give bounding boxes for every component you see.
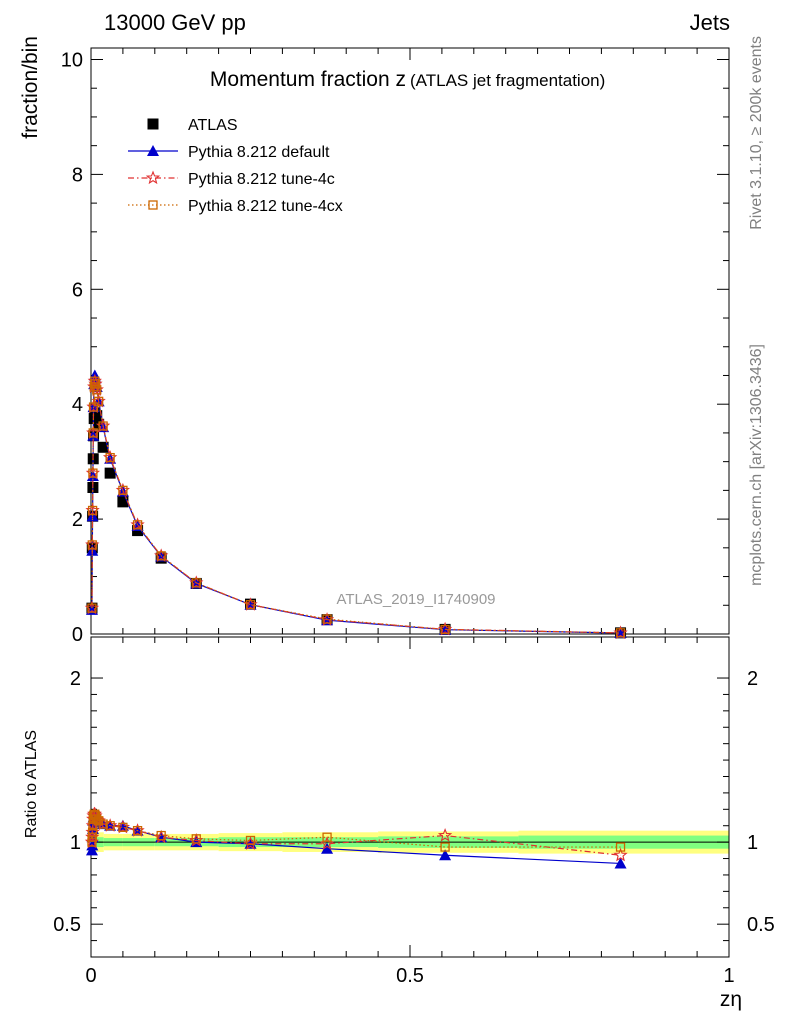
main-pythia-8-212-tune-4cx-point — [89, 382, 99, 392]
y-tick-label: 0 — [72, 624, 83, 646]
ratio-pythia-8-212-tune-4cx-point — [98, 819, 108, 829]
rivet-label: Rivet 3.1.10, ≥ 200k events — [748, 36, 765, 230]
main-pythia-8-212-tune-4cx-point — [118, 485, 128, 496]
ratio-pythia-8-212-tune-4cx-point — [87, 827, 98, 837]
ratio-pythia-8-212-tune-4cx-point — [92, 814, 102, 824]
ratio-y-axis-label: Ratio to ATLAS — [23, 730, 40, 838]
main-pythia-8-212-tune-4cx-line — [91, 381, 621, 634]
main-pythia-8-212-tune-4cx-point — [87, 505, 98, 516]
ratio-pythia-8-212-tune-4cx-point — [322, 832, 332, 842]
y-tick-label: 2 — [72, 509, 83, 531]
x-tick-label: 1 — [723, 965, 734, 987]
header-right: Jets — [690, 10, 730, 35]
ratio-pythia-8-212-tune-4cx — [87, 809, 626, 852]
main-atlas-point — [104, 467, 116, 479]
main-atlas-point — [97, 441, 109, 453]
legend-marker — [145, 170, 161, 185]
ratio-pythia-8-212-default-point — [321, 842, 334, 854]
ratio-frame — [90, 636, 730, 958]
legend-label: ATLAS — [188, 117, 238, 134]
y-tick-label: 6 — [72, 279, 83, 301]
y-axis-label: fraction/bin — [19, 36, 42, 139]
legend: ATLAS Pythia 8.212 default Pythia 8.212 tu… — [128, 117, 343, 215]
main-pythia-8-212-tune-4cx-point — [98, 421, 108, 431]
header-left: 13000 GeV pp — [104, 10, 246, 35]
chart-title: Momentum fraction z — [210, 68, 406, 91]
main-pythia-8-212-tune-4cx-point — [105, 452, 115, 463]
main-pythia-8-212-tune-4cx-point — [322, 614, 332, 624]
main-pythia-8-212-tune-4cx-point — [90, 379, 101, 389]
ratio-pythia-8-212-tune-4cx-point — [156, 830, 166, 841]
ratio-y-tick-label-right: 1 — [747, 832, 758, 854]
ratio-pythia-8-212-tune-4cx-point — [191, 834, 201, 844]
main-frame — [90, 47, 730, 635]
ratio-pythia-8-212-default-point — [439, 849, 452, 861]
ratio-pythia-8-212-tune-4cx-point — [118, 822, 128, 833]
x-axis-label: zη — [720, 988, 742, 1011]
y-tick-label: 10 — [61, 49, 83, 71]
chart-subtitle: (ATLAS jet fragmentation) — [410, 71, 605, 90]
main-pythia-8-212-tune-4cx-point — [88, 428, 98, 438]
legend-label: Pythia 8.212 tune-4c — [188, 171, 335, 188]
mcplots-label: mcplots.cern.ch [arXiv:1306.3436] — [748, 344, 765, 586]
ratio-y-tick-label: 2 — [70, 668, 81, 690]
ratio-pythia-8-212-tune-4cx-point — [87, 832, 97, 842]
main-pythia-8-212-tune-4c-line — [91, 381, 621, 634]
legend-label: Pythia 8.212 tune-4cx — [188, 198, 343, 215]
main-pythia-8-212-tune-4cx-point — [87, 540, 97, 550]
ratio-pythia-8-212-default-point — [614, 857, 627, 869]
main-atlas-point — [91, 410, 103, 422]
ratio-pythia-8-212-tune-4c-point — [613, 847, 628, 862]
ratio-y-tick-label: 1 — [70, 832, 81, 854]
axis-ticks: 0 2 4 6 8 10 0.5 0.5 1 1 2 2 0 0.5 1 — [53, 48, 775, 987]
legend-marker — [147, 118, 159, 130]
ratio-pythia-8-212-tune-4c-point — [437, 828, 453, 842]
analysis-watermark: ATLAS_2019_I1740909 — [336, 591, 495, 608]
ratio-y-tick-label-right: 2 — [747, 668, 758, 690]
main-pythia-8-212-tune-4cx-point — [94, 396, 104, 406]
axes-frames — [90, 47, 730, 958]
ratio-pythia-8-212-tune-4cx-point — [440, 842, 450, 852]
main-pythia-8-212-tune-4cx-point — [615, 628, 626, 638]
legend-label: Pythia 8.212 default — [188, 144, 330, 161]
main-pythia-8-212-tune-4cx-point — [156, 551, 166, 561]
main-pythia-8-212-tune-4cx-point — [440, 624, 450, 635]
ratio-pythia-8-212-tune-4cx-point — [615, 842, 626, 852]
main-pythia-8-212-tune-4cx-point — [245, 600, 256, 610]
y-tick-label: 8 — [72, 164, 83, 186]
legend-marker — [148, 200, 158, 210]
main-pythia-8-212-tune-4cx-point — [191, 578, 201, 588]
ratio-pythia-8-212-tune-4cx-point — [245, 835, 256, 846]
ratio-pythia-8-212-tune-4cx-point — [105, 821, 115, 831]
data-series — [84, 369, 628, 869]
x-tick-label: 0 — [85, 965, 96, 987]
main-pythia-8-212-tune-4cx — [87, 376, 626, 638]
uncertainty-bands — [91, 830, 729, 854]
main-pythia-8-212-tune-4cx-point — [87, 603, 97, 613]
legend-marker — [147, 145, 159, 156]
ratio-y-tick-label-right: 0.5 — [747, 914, 775, 936]
main-pythia-8-212-tune-4cx-point — [92, 385, 102, 395]
x-tick-label: 0.5 — [396, 965, 424, 987]
y-tick-label: 4 — [72, 394, 83, 416]
main-pythia-8-212-tune-4cx-point — [88, 402, 99, 412]
ratio-pythia-8-212-tune-4cx-point — [132, 825, 143, 836]
ratio-y-tick-label: 0.5 — [53, 914, 81, 936]
main-atlas-point — [117, 496, 129, 508]
main-pythia-8-212-tune-4cx-point — [88, 468, 98, 478]
ratio-pythia-8-212-tune-4cx-point — [90, 811, 101, 821]
ratio-pythia-8-212-tune-4cx-point — [87, 837, 97, 847]
main-pythia-8-212-tune-4cx-point — [132, 520, 143, 530]
